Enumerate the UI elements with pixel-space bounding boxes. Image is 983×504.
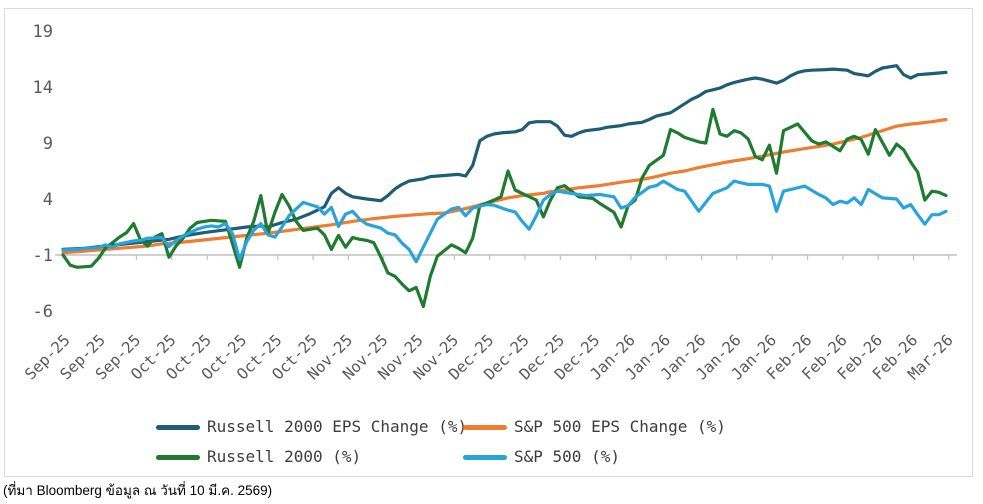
legend-item-russell-2000: Russell 2000 (%) — [156, 447, 361, 467]
series-line-s-p-500 — [61, 179, 948, 264]
y-tick-label: 9 — [43, 134, 53, 154]
legend-line-swatch — [463, 424, 507, 430]
legend-label: S&P 500 (%) — [514, 447, 620, 466]
source-note: (ที่มา Bloomberg ข้อมูล ณ วันที่ 10 มี.ค… — [3, 483, 273, 498]
y-tick-label: -6 — [33, 302, 53, 322]
series-line-s-p-500-eps-change — [61, 117, 948, 255]
chart-frame: Sep-25 Sep-25 Sep-25 Oct-25 Oct-25 Oct-25 Oct-… — [4, 8, 973, 477]
legend-line-swatch — [156, 424, 200, 430]
y-tick-label: 19 — [33, 22, 53, 42]
legend-item-russell-2000-eps-change: Russell 2000 EPS Change (%) — [156, 417, 467, 437]
legend-label: Russell 2000 EPS Change (%) — [207, 417, 468, 436]
series-line-russell-2000 — [61, 107, 948, 309]
chart-canvas: Sep-25Sep-25Sep-25Oct-25Oct-25Oct-25Oct-… — [21, 22, 957, 383]
series-line-russell-2000-eps-change — [61, 64, 948, 251]
legend-line-swatch — [156, 454, 200, 460]
legend-label: S&P 500 EPS Change (%) — [514, 417, 726, 436]
legend-item-s-p-500: S&P 500 (%) — [463, 447, 620, 467]
y-tick-label: 4 — [43, 190, 53, 210]
legend-line-swatch — [463, 454, 507, 460]
y-tick-label: -1 — [33, 246, 53, 266]
y-tick-label: 14 — [33, 78, 53, 98]
legend-item-s-p-500-eps-change: S&P 500 EPS Change (%) — [463, 417, 726, 437]
legend-label: Russell 2000 (%) — [207, 447, 362, 466]
